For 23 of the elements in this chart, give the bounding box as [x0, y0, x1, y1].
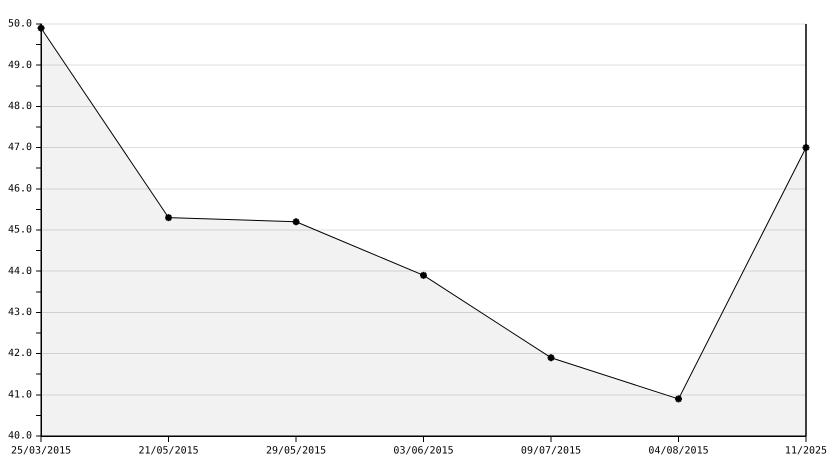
point: [419, 270, 428, 280]
point: [164, 213, 174, 222]
y-tick-label: 45.0: [8, 224, 32, 236]
x-tick-label: 25/03/2015: [10, 446, 72, 457]
x-tick-label: 11/2025: [784, 446, 828, 457]
y-tick-label: 48.0: [8, 100, 32, 112]
y-tick-label: 49.0: [8, 60, 32, 71]
x-tick-label: 03/06/2015: [393, 446, 454, 457]
point: [674, 394, 684, 404]
point: [546, 353, 556, 362]
y-tick-label: 44.0: [8, 266, 32, 277]
x-tick-label: 29/05/2015: [266, 446, 326, 457]
y-tick-label: 40.0: [8, 430, 32, 442]
y-tick-label: 46.0: [8, 183, 32, 194]
y-tick-label: 50.0: [8, 18, 32, 30]
x-tick-label: 04/08/2015: [648, 446, 709, 457]
y-tick-label: 43.0: [8, 306, 32, 318]
x-tick-label: 21/05/2015: [138, 446, 199, 457]
y-tick-label: 47.0: [8, 142, 32, 154]
y-tick-label: 41.0: [8, 389, 32, 400]
x-tick-label: 09/07/2015: [520, 446, 582, 457]
point: [292, 217, 301, 226]
y-tick-label: 42.0: [8, 348, 32, 360]
